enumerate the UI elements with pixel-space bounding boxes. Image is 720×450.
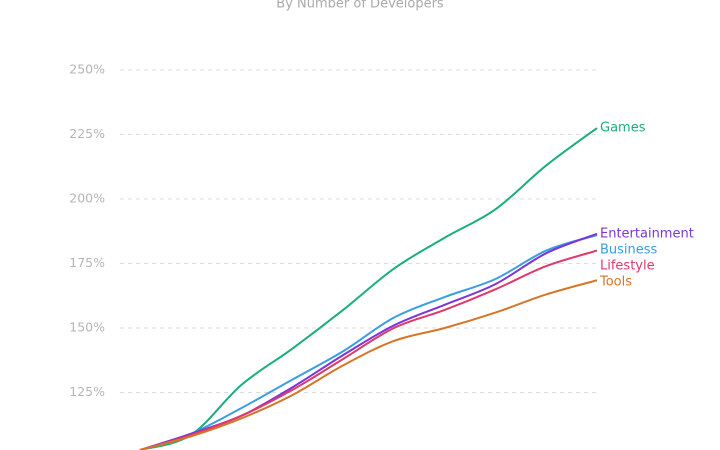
y-tick-label: 125% [69, 384, 105, 399]
series-line [139, 127, 598, 450]
legend-label: Entertainment [600, 226, 694, 241]
y-tick-label: 225% [69, 126, 105, 141]
y-tick-label: 175% [69, 255, 105, 270]
legend-label: Business [600, 242, 658, 257]
legend-label: Lifestyle [600, 258, 655, 273]
y-tick-label: 150% [69, 320, 105, 335]
chart-subtitle: By Number of Developers [276, 0, 444, 12]
y-tick-label: 200% [69, 191, 105, 206]
series-line [139, 279, 598, 450]
legend-label: Tools [599, 274, 632, 289]
y-tick-label: 250% [69, 62, 105, 77]
legend-label: Games [600, 121, 646, 136]
series-line [139, 249, 598, 450]
series-line [139, 234, 598, 450]
